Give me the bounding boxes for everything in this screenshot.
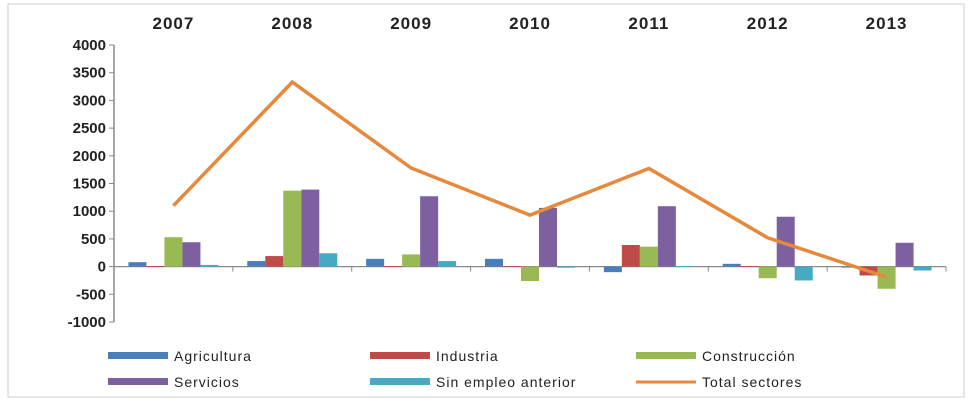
x-category-label: 2011 <box>628 14 669 33</box>
bar <box>794 266 813 281</box>
bar <box>301 189 320 267</box>
bar <box>603 266 622 273</box>
legend-label: Sin empleo anterior <box>436 374 576 390</box>
bar <box>521 266 539 282</box>
legend-swatch <box>370 352 430 359</box>
x-category-label: 2008 <box>271 14 313 33</box>
bar <box>657 206 676 267</box>
legend-label: Agricultura <box>174 348 252 364</box>
y-tick-label: 0 <box>98 259 106 276</box>
y-tick-label: -500 <box>76 286 106 303</box>
bar <box>740 266 759 268</box>
x-category-label: 2013 <box>866 14 908 33</box>
bar <box>164 237 183 267</box>
bar <box>366 258 385 267</box>
y-tick-label: 3500 <box>73 65 106 82</box>
bar <box>722 263 741 267</box>
bar <box>841 266 860 268</box>
y-tick-labels: 4000 3500 3000 2500 2000 1500 1000 500 0 -500 -100… <box>68 37 114 331</box>
x-category-label: 2012 <box>747 14 789 33</box>
year-labels: 2007 2008 2009 2010 2011 2012 2013 <box>153 14 908 33</box>
bar <box>283 190 302 267</box>
legend-label: Servicios <box>174 374 240 390</box>
total-line <box>172 79 888 279</box>
y-tick-label: 1000 <box>73 203 106 220</box>
bar <box>247 261 266 267</box>
legend-label: Industria <box>436 348 499 364</box>
bar <box>420 196 439 267</box>
bar <box>146 266 165 268</box>
legend-label: Total sectores <box>702 374 802 390</box>
bar <box>557 266 575 268</box>
bar <box>776 216 795 267</box>
legend-swatch <box>370 378 430 385</box>
y-tick-label: 2000 <box>73 148 106 165</box>
y-tick-label: -1000 <box>68 314 106 331</box>
bar <box>128 262 147 267</box>
bar <box>319 253 338 267</box>
x-category-label: 2010 <box>509 14 551 33</box>
legend-swatch <box>108 352 168 359</box>
y-tick-label: 3000 <box>73 92 106 109</box>
y-tick-label: 1500 <box>73 176 106 193</box>
bar <box>265 256 284 267</box>
y-tick-label: 2500 <box>73 120 106 137</box>
bar <box>758 266 777 279</box>
legend-swatch <box>636 352 696 359</box>
chart-border <box>7 3 965 398</box>
bars <box>128 189 932 289</box>
x-category-label: 2009 <box>390 14 432 33</box>
bar <box>485 258 503 267</box>
bar <box>200 264 219 267</box>
legend-label: Construcción <box>702 348 796 364</box>
bar <box>438 261 457 267</box>
bar <box>895 242 914 267</box>
bar <box>539 207 557 267</box>
bar <box>503 266 521 268</box>
y-tick-label: 500 <box>81 231 106 248</box>
legend: Agricultura Industria Construcción Servicio… <box>108 348 802 390</box>
bar <box>384 266 403 268</box>
y-tick-label: 4000 <box>73 37 106 54</box>
bar <box>402 254 421 267</box>
bar <box>621 244 640 267</box>
bar <box>877 266 896 289</box>
bar <box>639 246 658 267</box>
bar <box>182 242 201 267</box>
bar <box>913 266 932 271</box>
bar <box>675 266 694 268</box>
legend-swatch <box>108 378 168 385</box>
x-category-label: 2007 <box>153 14 195 33</box>
